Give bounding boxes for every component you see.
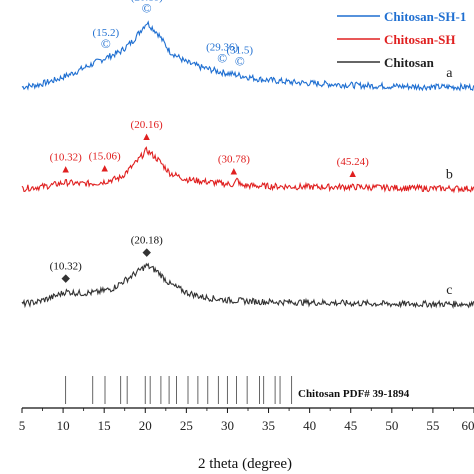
peak-marker-a-3: © xyxy=(235,53,245,68)
peak-marker-a-2: © xyxy=(217,50,227,65)
peak-label-a-0: (15.2) xyxy=(93,27,120,39)
peak-label-b-2: (20.16) xyxy=(131,119,163,131)
x-tick-label-30: 30 xyxy=(221,418,234,433)
x-tick-label-20: 20 xyxy=(139,418,152,433)
series-letter-a: a xyxy=(446,66,453,81)
peak-marker-b-3: ▲ xyxy=(228,166,239,178)
x-tick-label-5: 5 xyxy=(19,418,26,433)
legend-label-0: Chitosan-SH-1 xyxy=(384,9,466,24)
reference-pattern-label: Chitosan PDF# 39-1894 xyxy=(298,388,410,400)
series-letter-b: b xyxy=(446,168,453,183)
peak-label-c-0: (10.32) xyxy=(50,261,82,273)
peak-label-a-3: (31.5) xyxy=(226,44,253,56)
x-tick-label-45: 45 xyxy=(344,418,357,433)
peak-label-b-4: (45.24) xyxy=(337,156,369,168)
x-tick-label-55: 55 xyxy=(426,418,439,433)
peak-marker-a-1: © xyxy=(142,0,152,15)
peak-label-b-3: (30.78) xyxy=(218,154,250,166)
series-line-a xyxy=(21,20,474,92)
peak-marker-c-0: ◆ xyxy=(61,273,70,285)
legend: Chitosan-SH-1 Chitosan-SH Chitosan xyxy=(337,9,466,70)
series-letter-c: c xyxy=(446,283,452,298)
x-tick-label-25: 25 xyxy=(180,418,193,433)
x-tick-label-15: 15 xyxy=(98,418,111,433)
peak-label-b-0: (10.32) xyxy=(50,151,82,163)
x-tick-label-50: 50 xyxy=(385,418,398,433)
peak-label-a-1: (20.18) xyxy=(131,0,163,3)
x-tick-label-10: 10 xyxy=(57,418,70,433)
plot-area: a©(15.2)©(20.18)©(29.36)©(31.5)b▲(10.32)… xyxy=(21,0,474,404)
peak-label-c-1: (20.18) xyxy=(131,235,163,247)
legend-label-1: Chitosan-SH xyxy=(384,32,456,47)
legend-label-2: Chitosan xyxy=(384,55,435,70)
x-tick-label-60: 60 xyxy=(462,418,474,433)
peak-label-a-2: (29.36) xyxy=(206,41,238,53)
peak-label-b-1: (15.06) xyxy=(89,151,121,163)
peak-marker-a-0: © xyxy=(101,36,111,51)
peak-marker-c-1: ◆ xyxy=(143,247,152,259)
peak-marker-b-4: ▲ xyxy=(347,168,358,180)
peak-marker-b-0: ▲ xyxy=(60,163,71,175)
series-line-c xyxy=(21,262,474,309)
x-axis-title: 2 theta (degree) xyxy=(198,456,292,472)
x-tick-label-40: 40 xyxy=(303,418,316,433)
x-axis: 5 10 15 20 25 30 35 40 45 50 55 60 xyxy=(19,407,474,433)
peak-marker-b-1: ▲ xyxy=(99,163,110,175)
peak-marker-b-2: ▲ xyxy=(141,131,152,143)
series-line-b xyxy=(21,146,474,194)
x-tick-label-35: 35 xyxy=(262,418,275,433)
